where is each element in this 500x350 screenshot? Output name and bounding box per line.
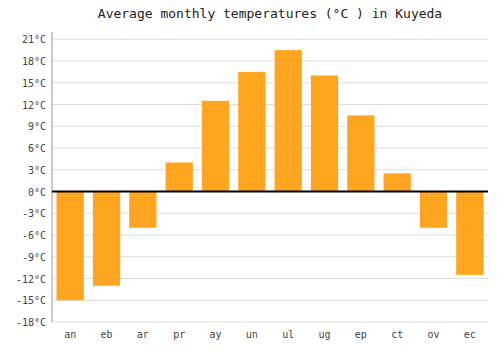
- y-tick-label: -12°C: [16, 274, 46, 285]
- bar: [384, 173, 411, 191]
- x-tick-label: an: [64, 329, 76, 340]
- bars: [57, 50, 484, 300]
- grid-line: [52, 39, 488, 40]
- grid-line: [52, 191, 488, 192]
- grid-line: [52, 126, 488, 127]
- y-tick-label: -9°C: [22, 252, 46, 263]
- grid-line: [52, 148, 488, 149]
- y-tick-label: 12°C: [22, 100, 46, 111]
- x-tick-label: un: [246, 329, 258, 340]
- chart: Average monthly temperatures (°C ) in Ku…: [0, 0, 500, 350]
- y-axis-line: [52, 32, 53, 322]
- bar: [57, 192, 84, 301]
- bar: [347, 115, 374, 191]
- y-grid: [52, 39, 488, 322]
- y-tick-label: -3°C: [22, 208, 46, 219]
- y-tick-label: 15°C: [22, 78, 46, 89]
- bar: [238, 72, 265, 192]
- bar: [166, 163, 193, 192]
- y-tick-label: -6°C: [22, 230, 46, 241]
- grid-line: [52, 322, 488, 323]
- y-tick-label: 18°C: [22, 56, 46, 67]
- bar: [311, 76, 338, 192]
- bar: [129, 192, 156, 228]
- title: Average monthly temperatures (°C ) in Ku…: [98, 6, 442, 21]
- bar: [420, 192, 447, 228]
- grid-line: [52, 61, 488, 62]
- y-tick-label: 9°C: [28, 121, 46, 132]
- grid-line: [52, 300, 488, 301]
- y-tick-label: 3°C: [28, 165, 46, 176]
- bar: [202, 101, 229, 192]
- x-tick-label: ay: [209, 329, 221, 340]
- grid-line: [52, 104, 488, 105]
- x-tick-label: eb: [100, 329, 112, 340]
- y-tick-label: 6°C: [28, 143, 46, 154]
- x-tick-label: ul: [282, 329, 294, 340]
- bar: [275, 50, 302, 191]
- x-tick-label: ug: [318, 329, 330, 340]
- x-tick-label: ec: [464, 329, 476, 340]
- bar: [456, 192, 483, 275]
- y-tick-label: -18°C: [16, 317, 46, 328]
- x-tick-label: ct: [391, 329, 403, 340]
- bar: [93, 192, 120, 286]
- x-tick-label: pr: [173, 329, 185, 340]
- grid-line: [52, 169, 488, 170]
- x-tick-label: ov: [427, 329, 439, 340]
- grid-line: [52, 82, 488, 83]
- zero-line: [52, 191, 488, 193]
- y-tick-label: 0°C: [28, 187, 46, 198]
- x-tick-label: ep: [355, 329, 367, 340]
- y-tick-label: 21°C: [22, 34, 46, 45]
- x-tick-label: ar: [137, 329, 149, 340]
- y-tick-label: -15°C: [16, 295, 46, 306]
